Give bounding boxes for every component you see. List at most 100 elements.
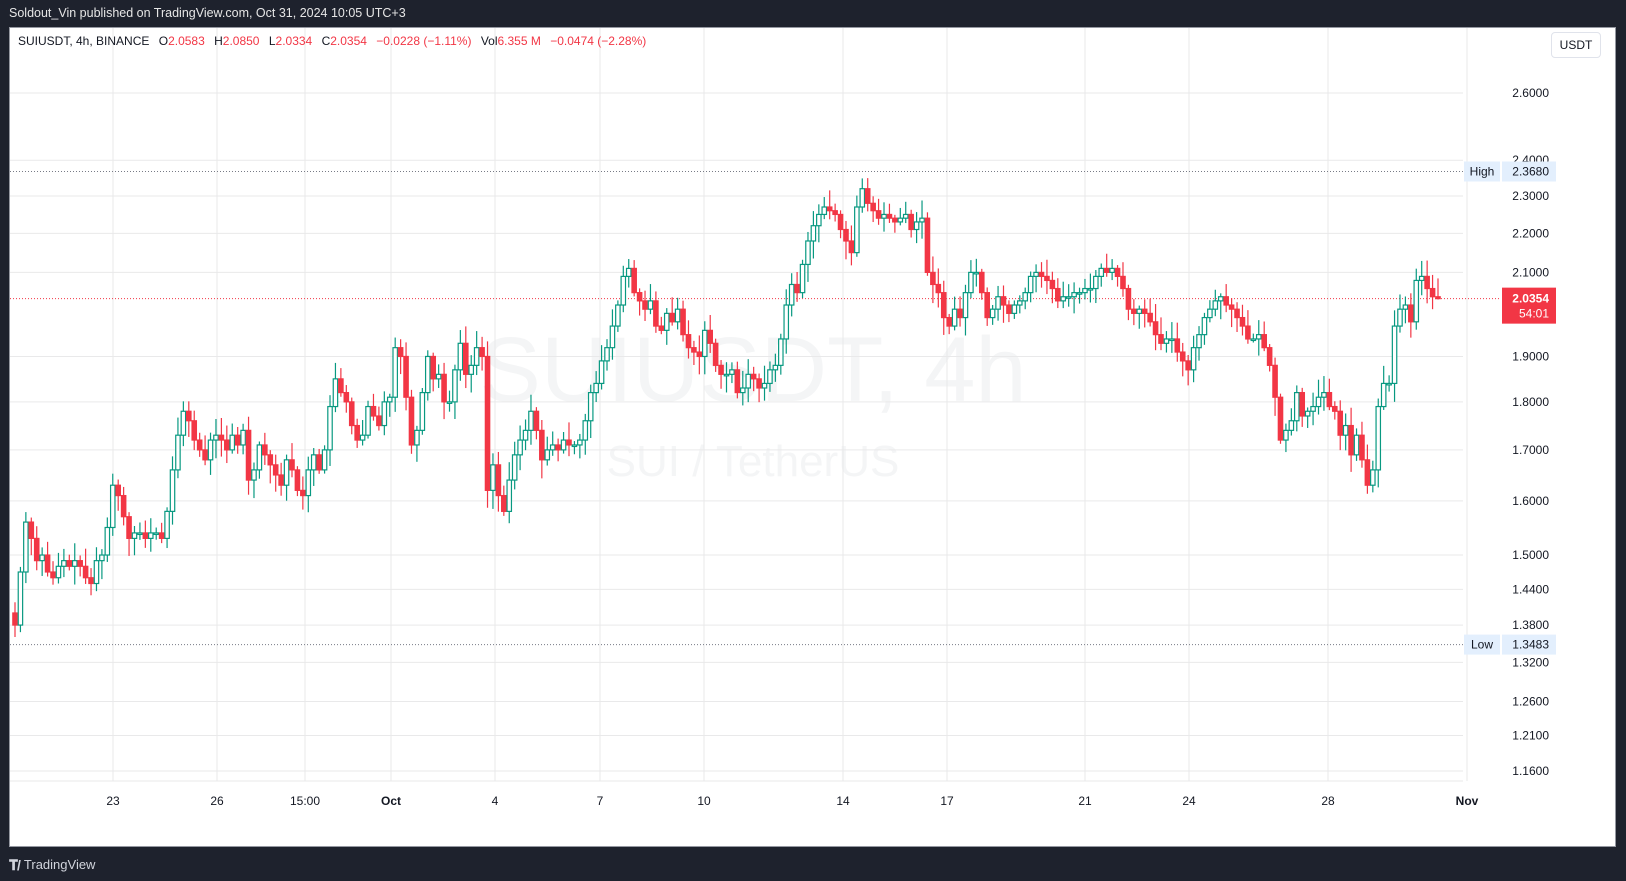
- y-axis-label: 2.6000: [1512, 86, 1549, 100]
- candle: [115, 479, 121, 511]
- low-label-box: [1464, 634, 1500, 655]
- symbol-title[interactable]: SUIUSDT, 4h, BINANCE: [18, 34, 150, 48]
- candle: [131, 525, 138, 556]
- candle: [348, 397, 355, 435]
- candle: [522, 419, 529, 451]
- change-value: −0.0228 (−1.11%): [376, 34, 472, 48]
- high-value-box: [1502, 161, 1556, 182]
- candle: [701, 321, 708, 375]
- candle: [669, 297, 675, 326]
- candle: [386, 393, 393, 417]
- candle: [902, 201, 909, 224]
- candle: [180, 401, 187, 447]
- candle: [821, 197, 828, 220]
- watermark-symbol: SUIUSDT, 4h: [479, 319, 1026, 421]
- candle: [1353, 428, 1360, 461]
- candle: [598, 345, 605, 390]
- candle: [435, 364, 442, 388]
- candle: [957, 296, 963, 327]
- candle: [837, 210, 844, 239]
- candle: [587, 384, 594, 439]
- candle: [924, 212, 931, 276]
- candle: [278, 462, 284, 496]
- candle: [484, 341, 491, 508]
- candle: [1011, 300, 1018, 319]
- candle: [164, 507, 170, 549]
- candle: [33, 526, 40, 571]
- candle: [234, 426, 241, 454]
- y-axis-label: 1.9000: [1512, 349, 1549, 363]
- last-price-value: 2.0354: [1512, 292, 1549, 306]
- candle: [1332, 401, 1338, 420]
- candle: [685, 320, 692, 359]
- candle: [109, 473, 116, 536]
- candle: [870, 196, 876, 223]
- candle: [577, 433, 583, 459]
- candle: [251, 462, 257, 499]
- candle: [848, 225, 855, 266]
- candle: [707, 314, 714, 353]
- candle: [1147, 298, 1153, 327]
- candle: [1364, 444, 1371, 494]
- chart-frame[interactable]: SUIUSDT, 4h SUI / TetherUS 2.6000 2.4000 2.3…: [9, 27, 1616, 847]
- candle: [1424, 260, 1430, 304]
- candle: [1103, 253, 1110, 277]
- candle: [153, 527, 160, 540]
- candle: [17, 566, 24, 633]
- y-axis-label: 1.5000: [1512, 548, 1549, 562]
- candle: [158, 522, 165, 544]
- candle: [875, 198, 882, 225]
- y-axis-label: 1.6000: [1512, 494, 1549, 508]
- candle: [1071, 282, 1077, 314]
- candle: [1060, 281, 1067, 309]
- candle: [962, 284, 969, 336]
- x-axis-label: Oct: [381, 794, 401, 808]
- candle: [147, 518, 154, 552]
- x-axis-label: 21: [1078, 794, 1092, 808]
- candle: [1158, 317, 1164, 351]
- y-axis-label: 1.2100: [1512, 728, 1549, 742]
- candle: [544, 436, 551, 466]
- candle: [272, 454, 279, 492]
- candle: [430, 352, 437, 392]
- candle: [403, 342, 409, 411]
- candle: [224, 425, 230, 464]
- tradingview-logo-icon[interactable]: 𝐓/: [9, 857, 21, 873]
- footer-brand[interactable]: TradingView: [23, 857, 96, 872]
- candle: [620, 265, 627, 313]
- candle: [549, 431, 556, 456]
- candle: [1055, 278, 1061, 309]
- candle: [343, 385, 350, 413]
- x-axis-label: 14: [836, 794, 850, 808]
- candle: [1359, 421, 1365, 468]
- candle: [202, 435, 208, 466]
- x-axis-label: 17: [940, 794, 954, 808]
- candle: [1141, 299, 1148, 328]
- candle: [739, 370, 746, 406]
- candle: [1201, 312, 1208, 345]
- currency-button[interactable]: USDT: [1551, 32, 1601, 58]
- candle: [1152, 304, 1159, 351]
- candle: [1370, 460, 1376, 493]
- y-axis-label: 2.3000: [1512, 189, 1549, 203]
- candle: [723, 362, 730, 393]
- candle: [359, 420, 366, 446]
- x-axis-label: 28: [1321, 794, 1335, 808]
- candle: [647, 284, 654, 315]
- candle: [1234, 302, 1240, 332]
- candle: [1342, 413, 1349, 451]
- candle: [1000, 285, 1007, 323]
- candle: [761, 365, 768, 401]
- candle: [1429, 274, 1436, 310]
- candle: [365, 400, 371, 439]
- candle: [321, 445, 328, 474]
- low-label: Low: [1471, 638, 1493, 652]
- publish-header: Soldout_Vin published on TradingView.com…: [0, 0, 1626, 27]
- candle: [191, 410, 198, 451]
- candle: [1022, 287, 1029, 310]
- candle: [28, 517, 35, 556]
- candle: [930, 256, 936, 304]
- x-axis-label: Nov: [1456, 794, 1479, 808]
- candle: [66, 554, 73, 571]
